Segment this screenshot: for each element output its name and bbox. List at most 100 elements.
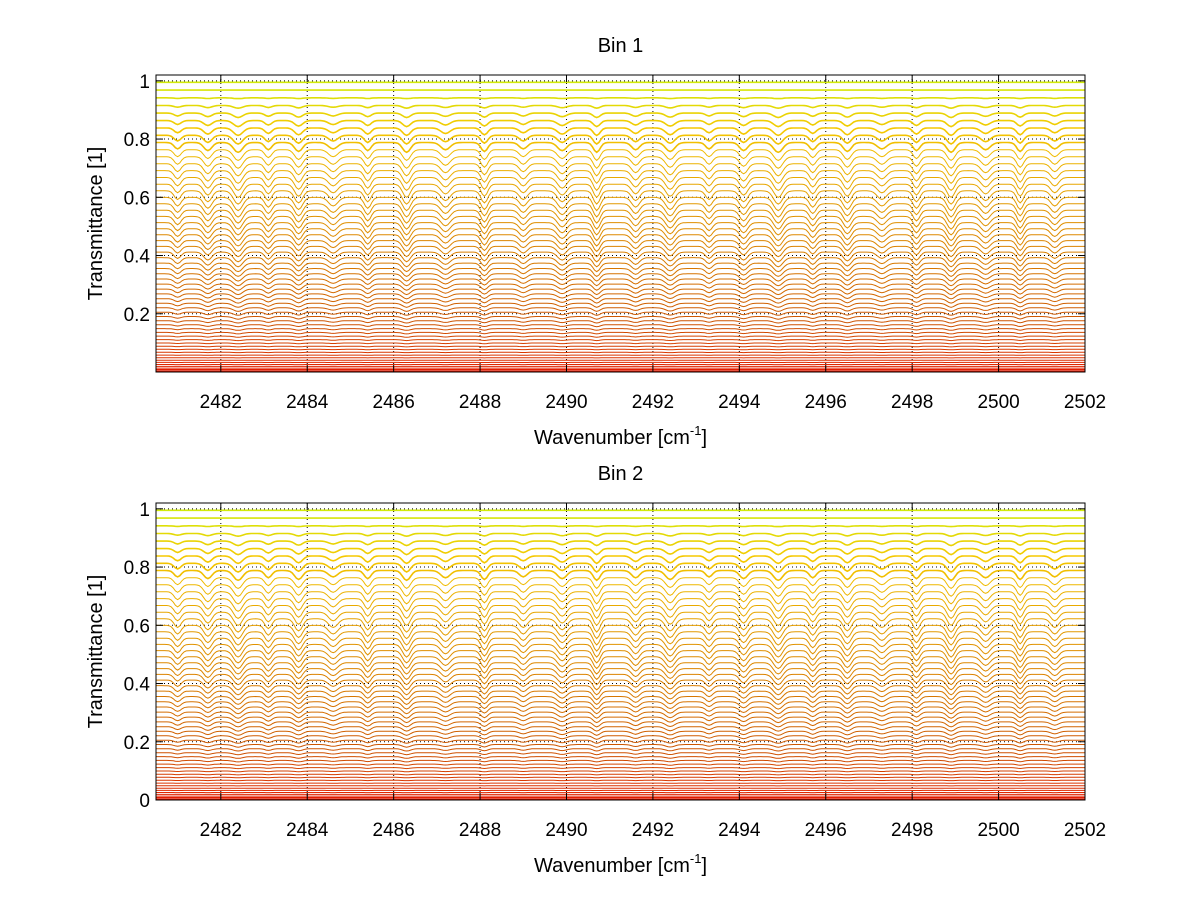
axes-box: [155, 74, 1086, 373]
x-tick-label: 2488: [459, 392, 501, 413]
y-tick-label: 0.8: [124, 558, 150, 579]
series-line: [156, 203, 1085, 218]
series-line: [156, 773, 1085, 776]
y-tick-label: 0.4: [124, 675, 151, 696]
series-line: [156, 278, 1085, 287]
series-line: [156, 611, 1085, 627]
x-tick-label: 2494: [718, 820, 761, 841]
series-line: [156, 348, 1085, 351]
series-line: [156, 209, 1085, 224]
series-line: [156, 650, 1085, 664]
series-line: [156, 643, 1085, 658]
series-line: [156, 598, 1085, 613]
plot-area: [156, 503, 1085, 800]
series-line: [156, 591, 1085, 605]
series-line: [156, 298, 1085, 304]
series-line: [156, 744, 1085, 748]
series-line: [156, 673, 1085, 686]
series-line: [156, 637, 1085, 652]
series-line: [156, 163, 1085, 177]
x-tick-label: 2488: [459, 820, 501, 841]
series-line: [156, 618, 1085, 633]
series-line: [156, 577, 1085, 590]
series-line: [156, 752, 1085, 756]
series-line: [156, 656, 1085, 670]
y-tick-label: 0.2: [124, 305, 150, 326]
x-tick-label: 2492: [632, 820, 674, 841]
series-line: [156, 767, 1085, 770]
series-line: [156, 555, 1085, 565]
series-line: [156, 320, 1085, 324]
x-tick-label: 2498: [891, 392, 933, 413]
series-line: [156, 257, 1085, 268]
series-line: [156, 726, 1085, 732]
series-line: [156, 345, 1085, 348]
series-line: [156, 262, 1085, 273]
y-tick-label: 1: [139, 500, 150, 521]
series-line: [156, 695, 1085, 705]
series-line: [156, 756, 1085, 759]
series-line: [156, 748, 1085, 752]
series-line: [156, 273, 1085, 282]
series-line: [156, 307, 1085, 312]
x-tick-label: 2496: [805, 820, 847, 841]
x-tick-label: 2496: [805, 392, 847, 413]
x-tick-label: 2482: [200, 820, 242, 841]
series-line: [156, 170, 1085, 185]
x-tick-label: 2498: [891, 820, 933, 841]
series-line: [156, 739, 1085, 744]
y-tick-label: 0.6: [124, 616, 150, 637]
series-line: [156, 228, 1085, 242]
series-line: [156, 706, 1085, 715]
series-line: [156, 776, 1085, 779]
x-tick-label: 2492: [632, 392, 674, 413]
series-line: [156, 339, 1085, 342]
series-line: [156, 134, 1085, 145]
y-tick-label: 0: [139, 791, 150, 812]
x-tick-label: 2486: [373, 820, 415, 841]
series-line: [156, 156, 1085, 170]
series-line: [156, 342, 1085, 345]
series-line: [156, 532, 1085, 538]
series-line: [156, 190, 1085, 205]
series-line: [156, 662, 1085, 675]
series-line: [156, 104, 1085, 110]
series-line: [156, 584, 1085, 598]
series-line: [156, 668, 1085, 681]
series-line: [156, 112, 1085, 119]
series-line: [156, 234, 1085, 247]
series-line: [156, 735, 1085, 740]
series-line: [156, 222, 1085, 236]
series-line: [156, 540, 1085, 547]
x-tick-label: 2482: [200, 392, 242, 413]
series-line: [156, 547, 1085, 556]
series-line: [156, 525, 1085, 528]
series-line: [156, 690, 1085, 701]
series-line: [156, 196, 1085, 212]
series-line: [156, 97, 1085, 100]
series-group: [156, 509, 1085, 800]
x-tick-label: 2490: [545, 820, 587, 841]
series-line: [156, 711, 1085, 719]
series-line: [156, 763, 1085, 766]
x-tick-label: 2502: [1064, 392, 1106, 413]
series-line: [156, 215, 1085, 230]
x-tick-label: 2490: [545, 392, 587, 413]
series-line: [156, 141, 1085, 154]
series-line: [156, 331, 1085, 335]
series-line: [156, 685, 1085, 696]
chart-title: Bin 2: [598, 463, 644, 485]
x-tick-label: 2484: [286, 820, 329, 841]
series-line: [156, 770, 1085, 773]
x-tick-label: 2486: [373, 392, 415, 413]
y-axis-label: Transmittance [1]: [85, 575, 107, 729]
series-line: [156, 701, 1085, 710]
chart-panel-2: 2482 2484 2486 2488 2490 2492 2494 2496 2498 2500…: [85, 463, 1106, 877]
x-tick-label: 2502: [1064, 820, 1106, 841]
series-line: [156, 149, 1085, 162]
series-line: [156, 721, 1085, 728]
series-line: [156, 631, 1085, 646]
x-tick-label: 2484: [286, 392, 329, 413]
series-line: [156, 183, 1085, 199]
